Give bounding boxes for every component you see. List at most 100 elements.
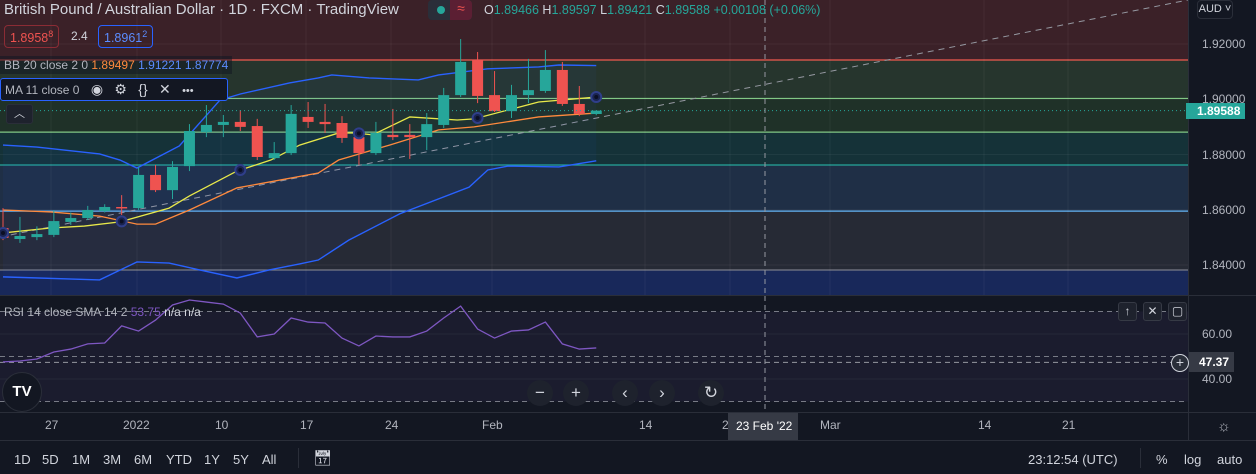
bb-legend[interactable]: BB 20 close 2 0 1.89497 1.91221 1.87774 [0, 56, 233, 74]
sell-button[interactable]: 1.89588 [4, 25, 60, 48]
candle-down [387, 134, 399, 138]
log-toggle[interactable]: log [1184, 452, 1202, 467]
auto-toggle[interactable]: auto [1217, 452, 1243, 467]
move-pane-up-button[interactable]: ↑ [1118, 302, 1137, 321]
symbol-title[interactable]: British Pound / Australian Dollar · 1D ·… [4, 1, 399, 18]
rsi-extra: n/a n/a [164, 305, 201, 319]
time-tick: 10 [215, 418, 229, 432]
bb-upper-value: 1.91221 [138, 58, 182, 72]
axis-divider [1189, 412, 1256, 413]
range-1y[interactable]: 1Y [204, 452, 220, 467]
candle-down [573, 103, 585, 114]
close-icon[interactable]: ✕ [159, 81, 171, 97]
rsi-legend[interactable]: RSI 14 close SMA 14 2 53.75 n/a n/a [4, 305, 201, 319]
price-tick: 1.92000 [1202, 37, 1246, 51]
price-tick: 1.90000 [1202, 92, 1246, 106]
candle-up [539, 69, 551, 91]
time-tick: Mar [820, 418, 841, 432]
current-price-label: 1.89588 [1186, 103, 1245, 119]
zoom-out-button[interactable]: − [527, 380, 553, 406]
time-tick: 17 [300, 418, 314, 432]
bb-label: BB 20 close 2 0 [4, 58, 89, 72]
toolbar-separator [298, 448, 299, 468]
settings-gear-icon[interactable]: ☼ [1217, 418, 1231, 435]
low-label: L [600, 3, 608, 17]
zoom-in-button[interactable]: + [563, 380, 589, 406]
ma-legend[interactable]: MA 11 close 0 ◉ ⚙ {} ✕ ••• [0, 78, 228, 101]
candle-up [268, 153, 280, 159]
range-5y[interactable]: 5Y [233, 452, 249, 467]
bb-lower-line [2, 160, 597, 281]
currency-selector[interactable]: AUD ˅ [1197, 0, 1233, 19]
candle-down [150, 174, 162, 191]
tradingview-logo[interactable]: TV [2, 372, 42, 412]
range-6m[interactable]: 6M [134, 452, 153, 467]
clock[interactable]: 23:12:54 (UTC) [1028, 452, 1118, 467]
price-chart[interactable] [0, 0, 1188, 295]
rsi-chart[interactable] [0, 296, 1188, 412]
candle-down [556, 69, 568, 104]
rsi-pane[interactable] [0, 296, 1188, 412]
candle-up [48, 221, 60, 235]
buy-price: 1.8961 [104, 31, 143, 46]
range-ytd[interactable]: YTD [166, 452, 192, 467]
candle-up [370, 132, 382, 154]
chevron-down-icon: ˅ [1221, 3, 1232, 15]
add-alert-plus-icon[interactable]: + [1171, 354, 1189, 372]
range-all[interactable]: All [262, 452, 277, 467]
scroll-left-button[interactable]: ‹ [612, 380, 638, 406]
ma-line [2, 96, 597, 234]
gear-icon[interactable]: ⚙ [114, 81, 127, 97]
ma-marker-dot [594, 95, 599, 100]
ma-label: MA 11 close 0 [5, 83, 80, 97]
time-tick: 2 [722, 418, 729, 432]
price-axis[interactable]: AUD ˅ 1.92000 1.90000 1.88000 1.86000 1.… [1186, 0, 1256, 440]
candle-up [522, 90, 534, 96]
level-band [0, 0, 1188, 61]
go-to-date-calendar-icon[interactable]: 📅︎ [313, 450, 333, 467]
source-code-icon[interactable]: {} [138, 81, 148, 97]
time-axis-border [0, 412, 1256, 413]
candle-up [14, 235, 26, 240]
time-tick: 14 [978, 418, 992, 432]
market-status[interactable]: ≈ [428, 0, 472, 20]
candle-up [506, 95, 517, 112]
bb-upper-line [2, 64, 597, 169]
open-label: O [484, 3, 494, 17]
reset-chart-button[interactable]: ↻ [698, 380, 724, 406]
candle-down [336, 123, 348, 138]
range-3m[interactable]: 3M [103, 452, 122, 467]
buy-button[interactable]: 1.89612 [98, 25, 154, 48]
pane-divider[interactable] [0, 295, 1256, 296]
candle-up [217, 121, 229, 125]
candle-up [590, 110, 602, 115]
collapse-legend-button[interactable]: ︿ [6, 104, 33, 124]
percent-toggle[interactable]: % [1156, 452, 1168, 467]
ma-marker-dot [119, 219, 124, 224]
time-tick: 2022 [123, 418, 150, 432]
time-tick: Feb [482, 418, 503, 432]
candle-down [404, 134, 416, 138]
low-value: 1.89421 [607, 3, 653, 17]
range-1m[interactable]: 1M [72, 452, 91, 467]
level-band [0, 269, 1188, 295]
toolbar-separator [1140, 448, 1141, 468]
level-band [0, 164, 1188, 212]
range-5d[interactable]: 5D [42, 452, 59, 467]
maximize-pane-button[interactable]: ▢ [1168, 302, 1187, 321]
time-tick: 21 [1062, 418, 1076, 432]
price-tick: 1.88000 [1202, 148, 1246, 162]
range-1d[interactable]: 1D [14, 452, 31, 467]
scroll-right-button[interactable]: › [649, 380, 675, 406]
level-band [0, 211, 1188, 270]
candle-down [319, 121, 331, 125]
main-chart-pane[interactable] [0, 0, 1188, 295]
market-open-icon [437, 6, 445, 14]
bb-basis-line [2, 112, 597, 225]
more-icon[interactable]: ••• [182, 85, 194, 97]
eye-icon[interactable]: ◉ [90, 81, 104, 97]
price-tick: 1.86000 [1202, 203, 1246, 217]
close-pane-button[interactable]: ✕ [1143, 302, 1162, 321]
high-label: H [542, 3, 552, 17]
high-value: 1.89597 [551, 3, 597, 17]
